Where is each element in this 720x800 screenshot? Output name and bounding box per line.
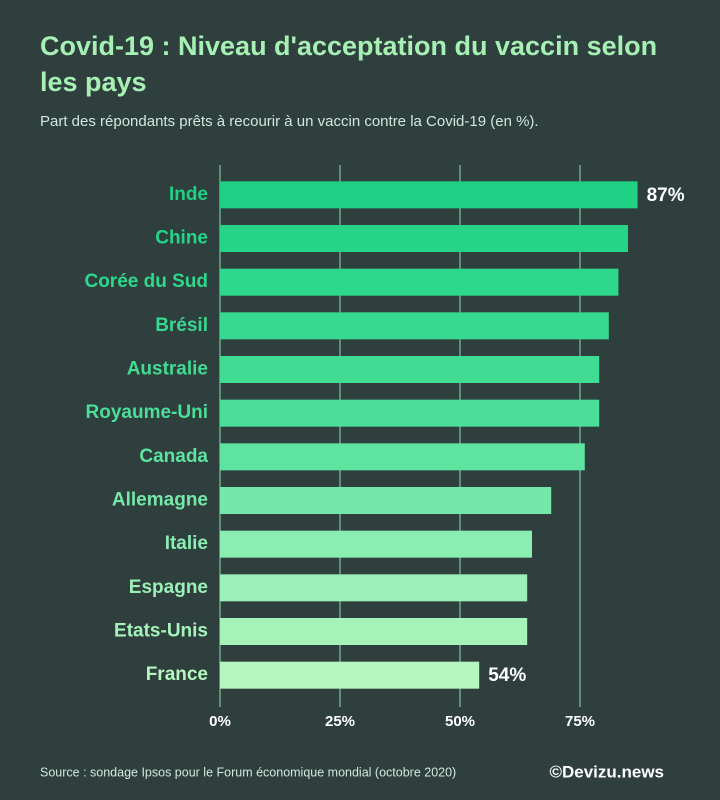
x-tick-label: 25% bbox=[325, 713, 355, 730]
value-label: 87% bbox=[647, 185, 685, 206]
bar bbox=[220, 312, 609, 340]
bar bbox=[220, 574, 528, 602]
bar bbox=[220, 356, 600, 383]
y-tick-label: Australie bbox=[127, 359, 208, 380]
y-tick-label: Espagne bbox=[129, 577, 208, 598]
y-tick-label: Allemagne bbox=[112, 490, 208, 511]
y-tick-label: Royaume-Uni bbox=[86, 402, 208, 423]
title-box: Covid-19 : Niveau d'acceptation du vacci… bbox=[40, 31, 658, 97]
bar bbox=[220, 181, 638, 209]
value-label: 54% bbox=[488, 665, 526, 686]
bar bbox=[220, 399, 600, 427]
bar bbox=[220, 268, 619, 296]
y-tick-label: Etats-Unis bbox=[114, 621, 208, 642]
credit: ©Devizu.news bbox=[549, 762, 664, 781]
bar bbox=[220, 661, 480, 689]
x-tick-label: 0% bbox=[209, 713, 231, 730]
x-tick-label: 50% bbox=[445, 713, 475, 730]
bar bbox=[220, 487, 552, 514]
x-tick-label: 75% bbox=[565, 713, 595, 730]
bar bbox=[220, 443, 585, 471]
y-tick-label: Chine bbox=[155, 228, 208, 249]
chart-title: Covid-19 : Niveau d'acceptation du vacci… bbox=[40, 31, 658, 97]
bar bbox=[220, 618, 528, 645]
y-tick-label: France bbox=[146, 664, 208, 685]
source: Source : sondage Ipsos pour le Forum éco… bbox=[40, 765, 456, 779]
y-tick-label: Brésil bbox=[155, 315, 208, 336]
bar bbox=[220, 530, 532, 558]
y-tick-label: Italie bbox=[165, 533, 208, 554]
chart-subtitle: Part des répondants prêts à recourir à u… bbox=[40, 113, 539, 130]
bar bbox=[220, 225, 628, 252]
y-tick-label: Canada bbox=[139, 446, 208, 467]
y-tick-label: Inde bbox=[169, 184, 208, 205]
y-tick-label: Corée du Sud bbox=[84, 271, 208, 292]
